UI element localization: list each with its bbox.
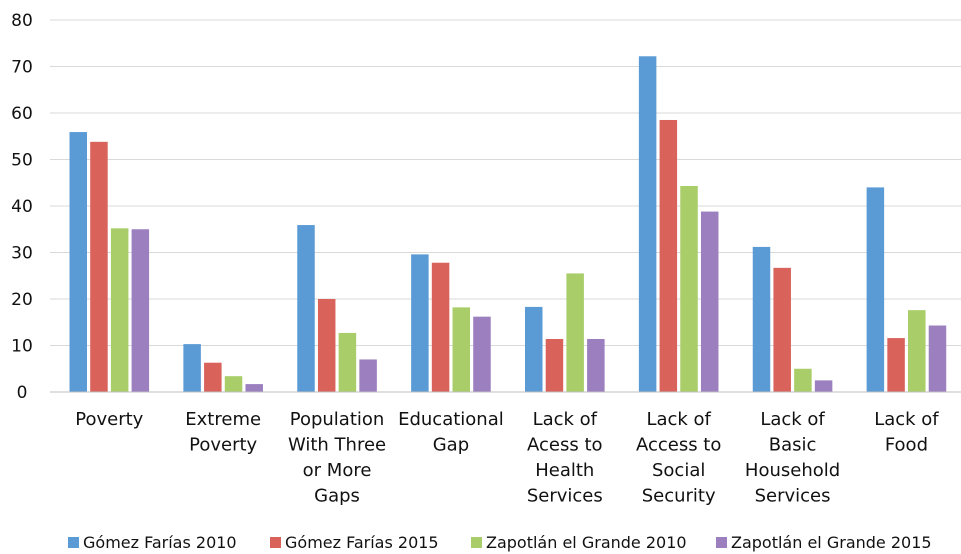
bar bbox=[566, 273, 584, 392]
x-category-label: Lack of Food bbox=[874, 409, 939, 456]
x-category-label: Extreme Poverty bbox=[185, 409, 261, 456]
bar bbox=[245, 384, 263, 392]
x-category-label-line: Security bbox=[642, 486, 716, 507]
legend-label: Gómez Farías 2015 bbox=[285, 533, 439, 552]
x-category-label: Lack of Access to Social Security bbox=[636, 409, 721, 507]
legend-swatch bbox=[270, 537, 281, 548]
bar bbox=[183, 344, 201, 392]
x-category-label-line: or More bbox=[303, 460, 372, 481]
bar bbox=[297, 225, 315, 392]
bar bbox=[700, 211, 719, 392]
x-category-label-line: Services bbox=[755, 486, 831, 507]
bar bbox=[887, 338, 905, 392]
legend-swatch bbox=[68, 537, 79, 548]
y-tick-label: 70 bbox=[11, 58, 33, 78]
x-category-label-line: Acess to bbox=[527, 435, 603, 456]
x-category-label-line: Household bbox=[745, 460, 840, 481]
legend-label: Zapotlán el Grande 2015 bbox=[731, 533, 932, 552]
x-axis: Poverty Extreme Poverty Population With Thre… bbox=[75, 409, 939, 507]
y-tick-label: 80 bbox=[11, 11, 33, 31]
bar bbox=[131, 229, 150, 392]
x-category-label-line: Basic bbox=[769, 435, 817, 456]
x-category-label-line: Population bbox=[290, 409, 385, 430]
bar bbox=[525, 306, 543, 392]
legend-swatch bbox=[716, 537, 727, 548]
y-tick-label: 30 bbox=[11, 244, 33, 264]
bars bbox=[69, 56, 947, 393]
x-category-label-line: Access to bbox=[636, 435, 721, 456]
x-category-label-line: Lack of bbox=[646, 409, 711, 430]
x-category-label-line: Lack of bbox=[533, 409, 598, 430]
bar bbox=[680, 186, 698, 392]
bar bbox=[69, 132, 87, 392]
y-tick-label: 20 bbox=[11, 290, 33, 310]
x-category-label: Lack of Basic Household Services bbox=[745, 409, 840, 507]
bar bbox=[338, 332, 357, 392]
bar bbox=[110, 228, 129, 392]
bar bbox=[752, 246, 771, 392]
x-category-label-line: Poverty bbox=[75, 409, 143, 430]
bar bbox=[587, 338, 605, 392]
x-category-label-line: Extreme bbox=[185, 409, 261, 430]
x-category-label: Educational Gap bbox=[398, 409, 504, 456]
x-category-label-line: With Three bbox=[288, 435, 386, 456]
bar bbox=[431, 262, 450, 392]
x-category-label: Population With Three or More Gaps bbox=[288, 409, 386, 507]
x-category-label-line: Social bbox=[652, 460, 705, 481]
x-category-label-line: Food bbox=[885, 435, 928, 456]
bar bbox=[773, 267, 791, 392]
y-axis: 0 10 20 30 40 50 60 70 80 bbox=[11, 11, 33, 403]
bar bbox=[473, 316, 491, 392]
bar bbox=[908, 310, 926, 392]
legend-label: Zapotlán el Grande 2010 bbox=[486, 533, 687, 552]
bar bbox=[545, 338, 564, 392]
x-category-label-line: Gap bbox=[433, 435, 469, 456]
x-category-label: Lack of Acess to Health Services bbox=[527, 409, 603, 507]
bar bbox=[452, 307, 471, 392]
x-category-label-line: Lack of bbox=[874, 409, 939, 430]
x-category-label-line: Services bbox=[527, 486, 603, 507]
x-category-label: Poverty bbox=[75, 409, 143, 430]
bar bbox=[204, 362, 222, 392]
bar bbox=[411, 254, 429, 392]
y-tick-label: 10 bbox=[11, 337, 33, 357]
x-category-label-line: Educational bbox=[398, 409, 504, 430]
y-tick-label: 50 bbox=[11, 151, 33, 171]
bar bbox=[928, 325, 947, 392]
y-tick-label: 0 bbox=[17, 383, 28, 403]
x-category-label-line: Poverty bbox=[189, 435, 257, 456]
bar bbox=[794, 368, 812, 392]
legend-label: Gómez Farías 2010 bbox=[83, 533, 237, 552]
bar bbox=[814, 380, 833, 392]
bar bbox=[659, 119, 678, 392]
bar bbox=[317, 299, 336, 392]
x-category-label-line: Health bbox=[535, 460, 594, 481]
legend: Gómez Farías 2010 Gómez Farías 2015 Zapotl… bbox=[68, 533, 932, 552]
x-category-label-line: Gaps bbox=[314, 486, 360, 507]
legend-swatch bbox=[471, 537, 482, 548]
x-category-label-line: Lack of bbox=[760, 409, 825, 430]
gridlines bbox=[50, 19, 961, 346]
bar bbox=[90, 141, 108, 392]
y-tick-label: 60 bbox=[11, 104, 33, 124]
bar bbox=[638, 56, 657, 393]
bar bbox=[359, 359, 377, 392]
bar bbox=[224, 376, 243, 392]
y-tick-label: 40 bbox=[11, 197, 33, 217]
bar bbox=[866, 187, 885, 392]
